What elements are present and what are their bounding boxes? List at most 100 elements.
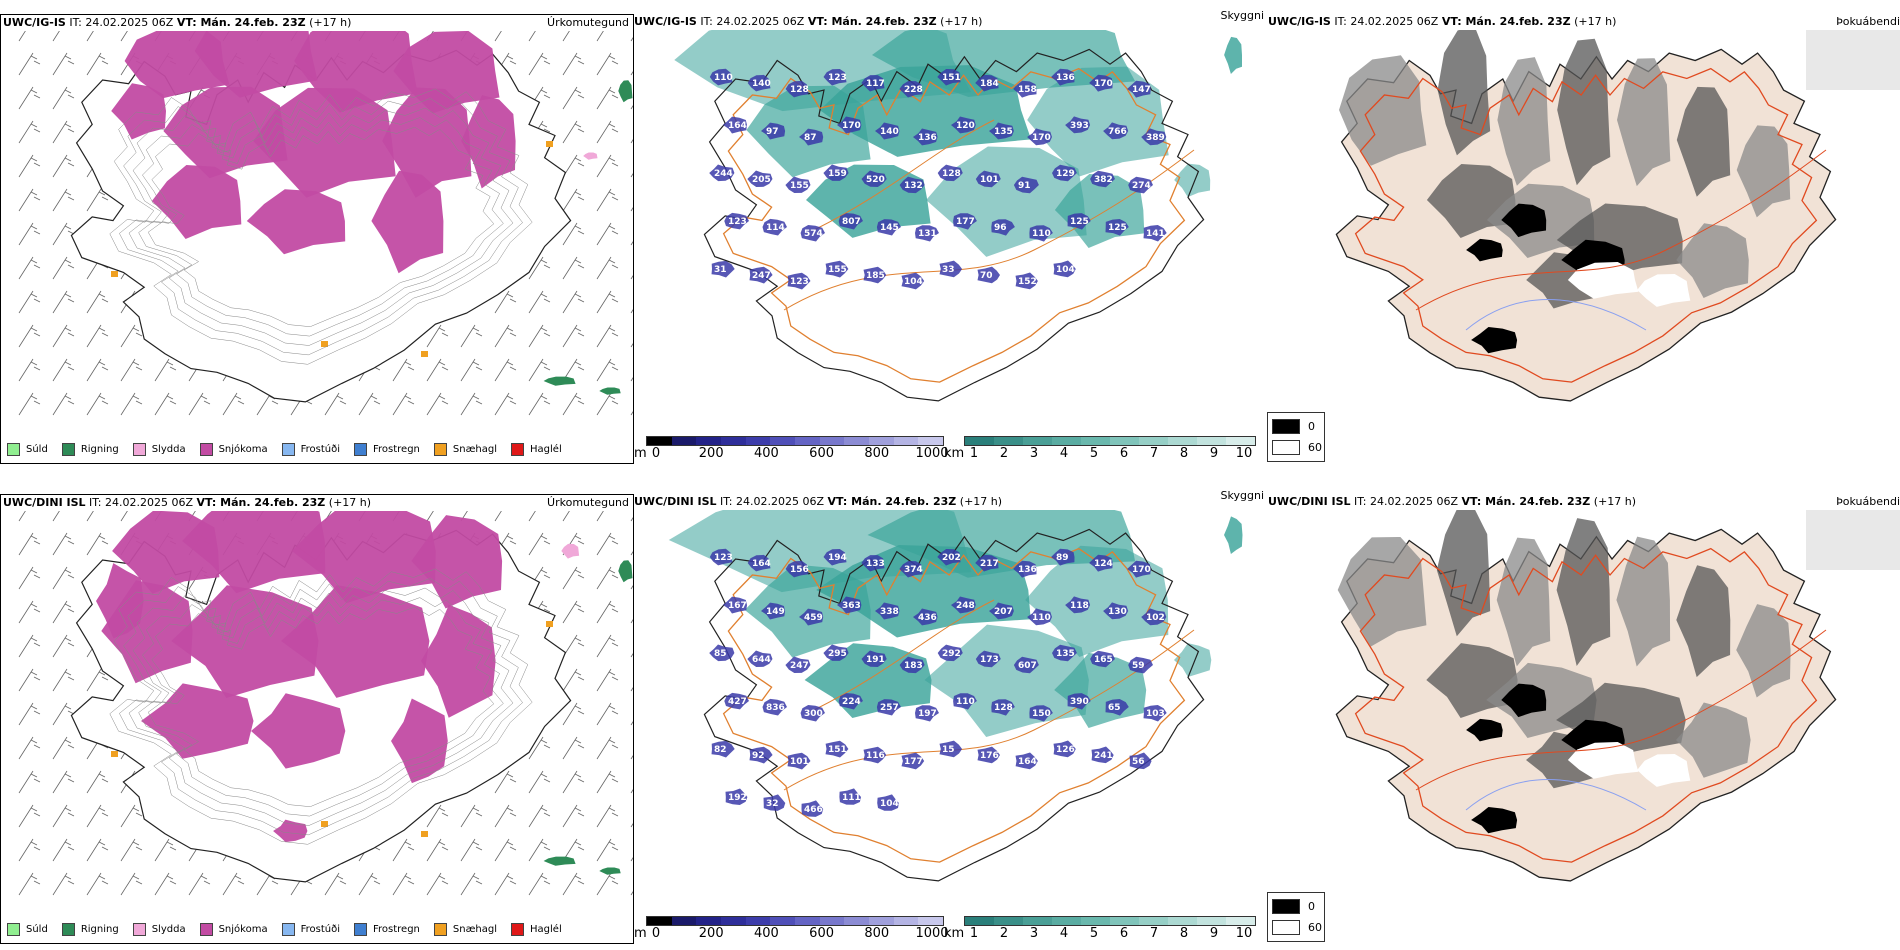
fog-shade-cell: [1676, 86, 1731, 197]
low-ceiling-cell: [1143, 225, 1167, 242]
legend-item: Haglél: [511, 922, 562, 936]
wind-barb: [596, 358, 619, 382]
visibility-field: [668, 510, 1243, 737]
low-ceiling-cell: [1027, 608, 1052, 626]
low-ceiling-cell: [951, 596, 976, 614]
ceiling-label: 133: [866, 559, 885, 569]
colorbar-bin: [819, 437, 845, 445]
ceiling-label: 363: [842, 601, 861, 611]
colorbar-tick-label: 800: [864, 446, 890, 461]
wind-barb: [630, 891, 633, 896]
fog-index-legend: 0 60: [1267, 412, 1325, 462]
road: [1415, 149, 1827, 311]
colorbar-tick-label: 200: [698, 446, 724, 461]
low-ceiling-cell: [876, 219, 901, 236]
snow-cell: [111, 83, 166, 140]
legend-swatch: [132, 442, 146, 456]
wind-barb: [18, 600, 41, 624]
precip-map: [18, 511, 633, 896]
wind-barb: [52, 872, 75, 896]
low-ceiling-cell: [724, 692, 749, 710]
precip-type-legend: Súld Rigning Slydda Snjókoma Frostúði Frostre…: [7, 917, 576, 941]
ceiling-label: 374: [904, 565, 923, 575]
wind-barb: [120, 392, 143, 416]
ceiling-label: 241: [1094, 751, 1113, 761]
low-ceiling-cell: [1053, 740, 1076, 758]
ceiling-label: 295: [828, 649, 847, 659]
legend-item: Slydda: [132, 922, 186, 936]
snow-cell: [273, 819, 308, 843]
low-ceiling-cell: [823, 164, 849, 181]
low-ceiling-cell: [723, 596, 747, 614]
model-name: UWC/DINI ISL: [3, 496, 86, 509]
low-ceiling-cell: [975, 170, 1001, 188]
wind-barb: [52, 290, 75, 314]
low-ceiling-cell: [1051, 68, 1075, 86]
wind-barb: [528, 256, 551, 280]
ceiling-label: 123: [790, 277, 809, 287]
colorbar-bin: [1110, 437, 1139, 445]
wind-barb: [596, 634, 619, 658]
colorbar-bin: [918, 917, 943, 925]
wind-barb: [596, 600, 619, 624]
wind-barb: [86, 838, 109, 862]
low-ceiling-cell: [800, 705, 825, 722]
colorbar-bin: [647, 437, 672, 445]
low-ceiling-cell: [861, 555, 885, 572]
fog-shade-cell: [1337, 537, 1427, 647]
wind-barb: [18, 566, 41, 590]
low-ceiling-cell: [1053, 260, 1076, 278]
precip-panel-row2: UWC/DINI ISL IT: 24.02.2025 06Z VT: Mán.…: [0, 494, 634, 944]
ceiling-label: 257: [880, 703, 899, 713]
road: [813, 599, 995, 711]
colorbar-bin: [1052, 917, 1081, 925]
ring-road: [1354, 547, 1818, 863]
legend-swatch: [511, 922, 525, 936]
ceiling-label: 140: [752, 79, 771, 89]
legend-value-0: 0: [1308, 900, 1315, 913]
visibility-cell: [806, 164, 931, 238]
colorbar-bin: [965, 437, 994, 445]
wind-barb: [18, 804, 41, 828]
wind-barb: [630, 755, 633, 760]
colorbar-tick-label: 400: [753, 926, 779, 941]
wind-barb: [528, 532, 551, 556]
ceiling-label: 89: [1056, 553, 1069, 563]
ceiling-label: 128: [942, 169, 961, 179]
wind-barb: [562, 872, 585, 896]
low-ceiling-cell: [1029, 225, 1053, 242]
wind-barb: [630, 275, 633, 280]
low-ceiling-cell: [785, 176, 811, 193]
visibility-cell: [1174, 643, 1212, 677]
low-ceiling-cell: [991, 699, 1015, 716]
ceiling-label: 128: [790, 85, 809, 95]
wind-barb: [528, 804, 551, 828]
ceiling-label: 292: [942, 649, 961, 659]
low-ceiling-cell: [763, 794, 786, 811]
ceiling-label: 96: [994, 223, 1007, 233]
legend-swatch: [61, 922, 75, 936]
panel-type-title: Úrkomutegund: [547, 496, 629, 509]
valid-time: VT: Mán. 24.feb. 23Z: [1441, 15, 1571, 28]
low-ceiling-cell: [825, 260, 849, 278]
panel-type-title: Skyggni: [1220, 9, 1264, 22]
legend-swatch: [433, 442, 447, 456]
model-name: UWC/IG-IS: [3, 16, 66, 29]
wind-barb: [358, 392, 381, 416]
ceiling-label: 97: [766, 127, 779, 137]
wind-barb: [562, 804, 585, 828]
low-ceiling-cell: [1013, 560, 1037, 578]
wind-barb: [562, 52, 585, 76]
wind-barb: [630, 71, 633, 76]
low-ceiling-cell: [1051, 548, 1075, 566]
ceiling-label: 185: [866, 271, 885, 281]
ceiling-label: 104: [1056, 265, 1075, 275]
precip-type-legend: Súld Rigning Slydda Snjókoma Frostúði Frostre…: [7, 437, 576, 461]
wind-barb: [426, 838, 449, 862]
init-time: IT: 24.02.2025 06Z: [720, 495, 825, 508]
terrain-contour: [138, 597, 504, 817]
ceiling-label: 244: [714, 169, 733, 179]
fog-core-cell: [1466, 238, 1503, 262]
wind-barb: [86, 804, 109, 828]
wind-barb: [460, 511, 468, 522]
